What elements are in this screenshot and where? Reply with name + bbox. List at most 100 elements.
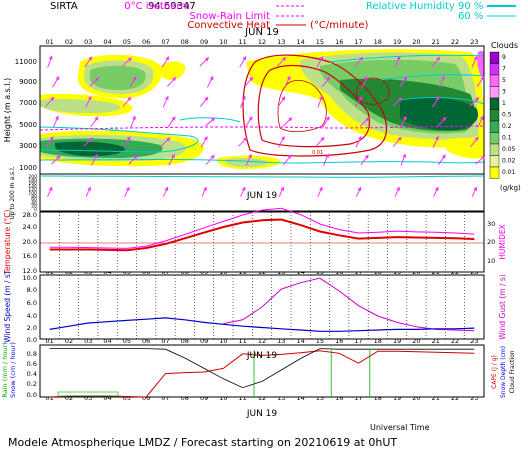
wind-arrow: [123, 136, 131, 148]
wind-arrow: [199, 96, 209, 108]
wind-arrow: [323, 153, 329, 166]
hour-tick: 23: [470, 38, 478, 46]
wind-arrow: [122, 57, 133, 67]
temp-tick-20: 20.0: [23, 238, 37, 246]
low-tick: 160: [28, 181, 37, 187]
wind-arrow: [206, 75, 214, 88]
hour-tick: 15: [316, 337, 324, 345]
date-label-mid: JUN 19: [246, 191, 278, 201]
legend-rh-90: 90 %: [458, 1, 483, 12]
rh-contours: [39, 54, 485, 164]
hour-tick: 02: [65, 337, 73, 345]
legend-rh-label: Relative Humidity: [366, 1, 455, 12]
temp-tick-28: 28.0: [23, 211, 37, 219]
hour-tick: 01: [46, 394, 54, 402]
wind-arrow: [84, 56, 93, 68]
hour-tick: 06: [142, 337, 150, 345]
wind-arrow: [471, 55, 478, 68]
wind-speed-line: [49, 317, 475, 332]
precip-tick-06: 0.6: [27, 360, 37, 368]
wind-arrow: [168, 153, 175, 166]
hour-tick: 06: [142, 394, 150, 402]
low-tick: 200: [28, 174, 37, 180]
temp-tick-12: 12.0: [23, 267, 37, 275]
wind-arrow: [130, 115, 136, 128]
wind-arrow: [128, 154, 138, 165]
height-marker-0: 0.0: [110, 127, 118, 133]
hour-tick: 21: [432, 337, 440, 345]
wind-arrow: [161, 56, 170, 68]
hour-tick: 21: [432, 394, 440, 402]
wind-arrow: [317, 95, 323, 108]
wind-arrow: [283, 154, 292, 165]
clouds-unit: (g/kg): [500, 184, 521, 192]
humidex-tick-30: 30: [487, 220, 495, 228]
hour-tick: 03: [84, 38, 92, 46]
height-panel: 0.0 0.01: [39, 45, 486, 175]
wind-arrow: [317, 186, 323, 197]
hour-tick: 22: [451, 394, 459, 402]
wind-arrow: [162, 186, 169, 197]
snowdepth-ylabel: Snow Depth (cm): [500, 346, 507, 398]
wind-arrow: [361, 75, 368, 88]
wind-arrow: [244, 76, 254, 87]
wind-arrow: [284, 75, 291, 88]
hour-tick: 20: [412, 337, 420, 345]
wind-arrow: [470, 136, 479, 148]
low-tick: 140: [28, 184, 37, 190]
wind-tick-6: 6.0: [27, 299, 37, 307]
hour-tick: 13: [277, 394, 285, 402]
temperature-line: [49, 218, 475, 252]
colorbar-swatch: [489, 51, 500, 64]
height-ylabel: Height (m a.s.l.): [3, 78, 12, 143]
hour-tick: 11: [239, 337, 247, 345]
hour-tick: 13: [277, 337, 285, 345]
legend-snow-rain: Snow-Rain Limit: [189, 11, 306, 22]
colorbar-swatch: [489, 74, 500, 87]
wind-arrow: [124, 186, 130, 197]
hour-tick: 18: [374, 394, 382, 402]
hour-tick: 11: [239, 38, 247, 46]
hour-tick: 13: [277, 38, 285, 46]
wind-arrow: [129, 75, 137, 88]
colorbar-label: 0.01: [502, 169, 516, 176]
colorbar-label: 0.02: [502, 158, 516, 165]
colorbar-label: 0.5: [502, 112, 512, 119]
temp-tick-24: 24.0: [23, 223, 37, 231]
wind-ylabel: Wind Speed (m / s): [3, 271, 12, 343]
rain-ylabel: Rain (mm / hour): [1, 342, 9, 397]
humidex-tick-20: 20: [487, 238, 495, 246]
hour-tick: 09: [200, 337, 208, 345]
hour-tick: 05: [123, 38, 131, 46]
humidex-ylabel: HUMIDEX: [498, 224, 507, 259]
wind-arrow: [399, 115, 407, 128]
wind-arrow: [167, 76, 177, 87]
temp-ylabel: Temperature (°C): [3, 210, 12, 276]
wind-arrows-low: [47, 186, 478, 197]
snow-ylabel: Snow (cm / hour): [9, 342, 17, 398]
low-tick: 40: [31, 200, 37, 206]
hour-tick: 20: [412, 394, 420, 402]
legend-convective: Convective Heat (°C/minute): [187, 20, 368, 31]
wind-arrow: [322, 115, 330, 128]
wind-panel: 10.0 8.0 6.0 4.0 2.0 0.0 Wind Speed (m /…: [3, 271, 507, 344]
hour-tick: 18: [374, 38, 382, 46]
hour-tick: 02: [65, 38, 73, 46]
wind-arrow: [355, 135, 362, 148]
precip-panel: JUN 19 0.8 0.6 0.4 0.2 0.0 Rain (mm / ho…: [1, 342, 516, 399]
wind-arrow: [278, 135, 285, 148]
hour-tick: 16: [335, 337, 343, 345]
wind-arrow: [162, 95, 169, 108]
hour-tick: 09: [200, 38, 208, 46]
wind-arrow: [316, 55, 324, 68]
colorbar-swatch: [489, 120, 500, 133]
cape-line: [49, 348, 475, 389]
hour-tick: 08: [181, 38, 189, 46]
rain-line: [49, 350, 475, 398]
colorbar-label: 3: [502, 89, 506, 96]
wind-arrow: [354, 96, 363, 108]
colorbar-label: 0.05: [502, 146, 516, 153]
hour-tick: 08: [181, 337, 189, 345]
colorbar-swatch: [489, 63, 500, 76]
